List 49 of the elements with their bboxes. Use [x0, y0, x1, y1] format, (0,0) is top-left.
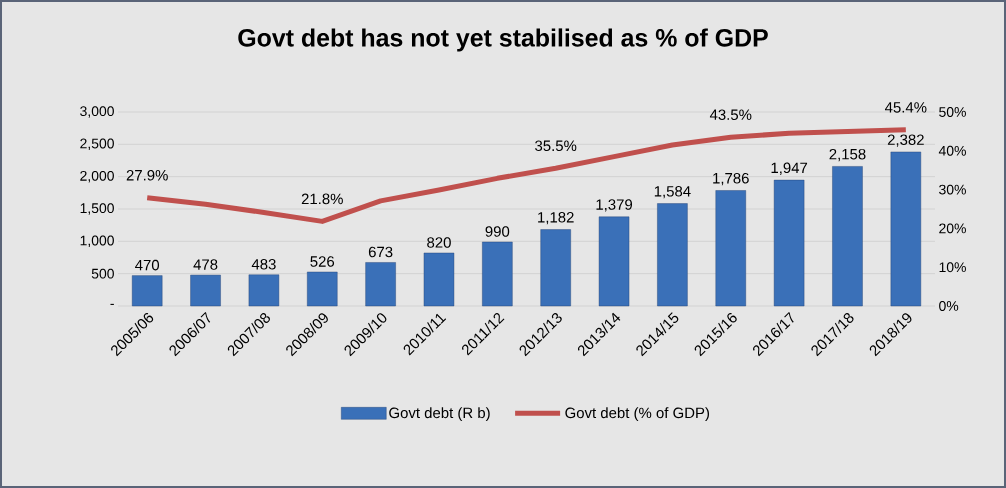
- data-label: 990: [485, 226, 510, 237]
- data-label: 673: [368, 246, 393, 258]
- bar: [482, 241, 513, 307]
- data-label: 21.8%: [301, 193, 343, 205]
- y-tick-label: -: [110, 303, 114, 305]
- bar: [540, 229, 571, 307]
- chart-title: Govt debt has not yet stabilised as % of GDP: [238, 28, 768, 52]
- y-tick-label: 1,000: [80, 235, 114, 248]
- y-tick-label: 2,000: [80, 170, 114, 183]
- data-label: 820: [427, 237, 451, 248]
- bar: [190, 274, 221, 307]
- bar: [890, 151, 922, 307]
- y2-tick-label: 40%: [938, 145, 966, 156]
- data-label: 1,182: [538, 212, 574, 225]
- data-label: 45.4%: [884, 102, 927, 113]
- y2-tick-label: 0%: [939, 301, 959, 311]
- data-label: 483: [251, 258, 276, 270]
- data-label: 1,786: [713, 172, 749, 186]
- bar: [657, 203, 688, 307]
- legend-label: Govt debt (R b): [389, 407, 490, 422]
- bar: [365, 262, 396, 307]
- data-label: 478: [193, 259, 218, 270]
- data-label: 470: [135, 259, 160, 271]
- y-tick-label: 3,000: [80, 106, 114, 118]
- data-label: 1,379: [596, 199, 633, 212]
- data-label: 526: [310, 256, 335, 267]
- bar: [773, 179, 805, 307]
- y2-tick-label: 50%: [939, 107, 966, 117]
- bar: [832, 166, 863, 307]
- bar: [307, 271, 338, 307]
- legend-label: Govt debt (% of GDP): [565, 407, 710, 422]
- bar: [715, 190, 746, 307]
- bar: [423, 252, 455, 307]
- y2-tick-label: 30%: [939, 184, 966, 195]
- data-label: 43.5%: [709, 109, 752, 120]
- bar: [598, 216, 630, 307]
- data-label: 2,382: [887, 134, 924, 147]
- y2-tick-label: 20%: [939, 223, 966, 234]
- y2-tick-label: 10%: [939, 262, 966, 273]
- data-label: 1,584: [654, 186, 691, 199]
- data-label: 35.5%: [535, 140, 577, 152]
- bar: [131, 275, 163, 307]
- data-label: 1,947: [771, 162, 808, 175]
- data-label: 2,158: [829, 148, 866, 162]
- y-tick-label: 1,500: [80, 203, 114, 215]
- data-label: 27.9%: [126, 169, 168, 181]
- y-tick-label: 2,500: [80, 138, 114, 151]
- bar: [248, 274, 280, 307]
- y-tick-label: 500: [91, 268, 114, 279]
